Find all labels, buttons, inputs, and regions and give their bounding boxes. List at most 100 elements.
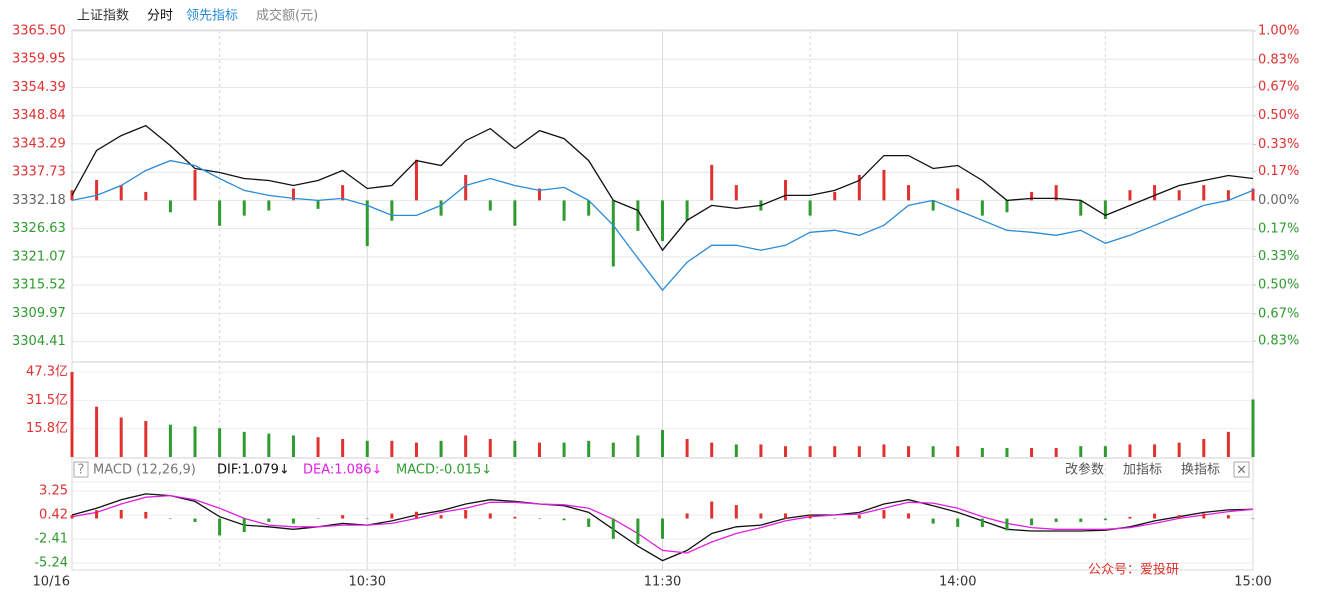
marks	[70, 124, 1255, 562]
y2-tick-label: 0.33%	[1258, 249, 1299, 264]
volume-bar	[1030, 448, 1034, 457]
y-tick-label: 3332.18	[12, 193, 66, 208]
volume-bar	[341, 439, 345, 457]
edit-button[interactable]: 改参数	[1065, 462, 1104, 478]
legend-item: MACD:-0.015↓	[396, 463, 492, 478]
histogram-bar	[907, 513, 911, 519]
strength-bar	[291, 188, 295, 201]
strength-bar	[341, 185, 345, 201]
x-tick-label: 10/16	[33, 575, 70, 590]
close-button[interactable]	[1233, 461, 1250, 478]
histogram-bar	[636, 518, 640, 544]
volume-bar	[488, 439, 492, 457]
y-tick-label: -2.41	[34, 532, 68, 547]
volume-bar	[1128, 444, 1132, 457]
volume-bar	[464, 435, 468, 457]
y-tick-label: 3343.29	[12, 136, 66, 151]
series-tab[interactable]: 领先指标	[186, 9, 238, 24]
volume-bar	[907, 446, 911, 457]
volume-bar	[365, 440, 369, 457]
histogram-bar	[144, 511, 148, 519]
strength-bar	[1103, 200, 1107, 220]
volume-bar	[710, 442, 714, 457]
strength-bar	[1005, 200, 1009, 213]
y-tick-label: 3315.52	[12, 278, 66, 293]
histogram-bar	[1177, 515, 1181, 519]
histogram-bar	[685, 513, 689, 519]
volume-bar	[931, 446, 935, 457]
strength-bar	[513, 200, 517, 226]
strength-bar	[1079, 200, 1083, 216]
strength-bar	[907, 185, 911, 201]
histogram-bar	[168, 518, 172, 520]
volume-bar	[439, 440, 443, 457]
x-axis: 10/16 10:30 11:30 14:00 15:00	[33, 575, 1272, 590]
symbol-tab[interactable]: 上证指数	[77, 9, 129, 24]
histogram-bar	[1005, 518, 1009, 531]
volume-bar	[168, 424, 172, 457]
strength-bar	[119, 185, 123, 201]
histogram-bar	[808, 515, 812, 519]
strength-bar	[464, 174, 468, 201]
strength-bar	[1226, 190, 1230, 201]
histogram-bar	[1054, 518, 1058, 522]
strength-bar	[956, 188, 960, 201]
histogram-bar	[242, 518, 246, 532]
histogram-bar	[833, 518, 837, 520]
volume-bar	[316, 437, 320, 457]
volume-tab[interactable]: 成交额(元)	[256, 8, 318, 24]
histogram-bar	[1153, 513, 1157, 519]
histogram-bar	[316, 518, 320, 520]
strength-bar	[1202, 185, 1206, 201]
histogram-bar	[882, 510, 886, 519]
x-tick-label: 14:00	[939, 575, 976, 590]
strength-bar	[316, 200, 320, 209]
histogram-bar	[390, 513, 394, 519]
volume-bar	[537, 442, 541, 457]
strength-bar	[365, 200, 369, 247]
y-tick-label: 3321.07	[12, 249, 66, 264]
histogram-bar	[291, 518, 295, 524]
strength-bar	[1251, 188, 1255, 201]
histogram-bar	[931, 518, 935, 524]
strength-bar	[390, 200, 394, 221]
legend-item: DIF:1.079↓	[217, 463, 290, 478]
strength-bar	[144, 191, 148, 201]
volume-bar	[833, 446, 837, 457]
help-button[interactable]	[73, 461, 89, 478]
series-line	[71, 124, 1254, 252]
strength-bar	[218, 200, 222, 226]
strength-bar	[710, 164, 714, 201]
strength-bar	[685, 200, 689, 221]
histogram-bar	[341, 515, 345, 519]
histogram-bar	[95, 510, 99, 519]
watermark: 公众号：爱投研	[1088, 562, 1179, 578]
volume-bar	[70, 371, 74, 457]
y-tick-label: 3304.41	[12, 334, 66, 349]
volume-bar	[1103, 446, 1107, 457]
histogram-bar	[119, 510, 123, 519]
histogram-bar	[70, 515, 74, 519]
volume-bar	[291, 435, 295, 457]
histogram-bar	[218, 518, 222, 536]
series-tab[interactable]: 分时	[147, 9, 173, 24]
series-line	[71, 159, 1254, 292]
strength-bar	[1177, 190, 1181, 201]
histogram-bar	[439, 515, 443, 519]
close-icon[interactable]: ×	[1236, 463, 1247, 478]
histogram-bar	[464, 510, 468, 519]
volume-bar	[513, 440, 517, 457]
histogram-bar	[1030, 518, 1034, 526]
help-icon[interactable]: ?	[78, 463, 85, 478]
histogram-bar	[365, 518, 369, 520]
volume-bar	[414, 442, 418, 457]
strength-bar	[488, 200, 492, 211]
y-tick-label: 3354.39	[12, 80, 66, 95]
add-button[interactable]: 加指标	[1123, 463, 1162, 478]
strength-bar	[562, 200, 566, 221]
strength-bar	[734, 185, 738, 201]
histogram-bar	[956, 518, 960, 527]
strength-bar	[414, 159, 418, 201]
y2-tick-label: 0.83%	[1258, 333, 1299, 348]
swap-button[interactable]: 换指标	[1181, 463, 1220, 478]
